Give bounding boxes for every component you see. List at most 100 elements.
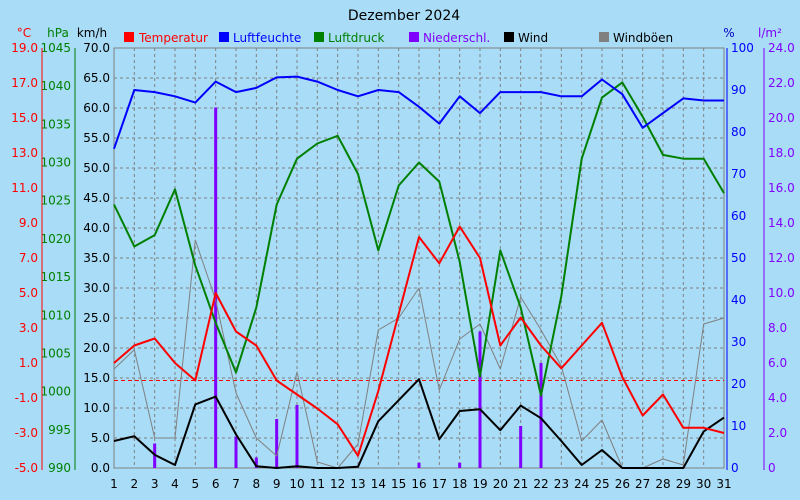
- precipitation-bar: [478, 331, 482, 468]
- humidity-tick-label: 40: [731, 293, 746, 307]
- x-tick-label: 17: [432, 477, 447, 491]
- humidity-tick-label: 0: [731, 461, 739, 475]
- wind-tick-label: 45.0: [83, 191, 110, 205]
- precipitation-unit-label: l/m²: [758, 26, 782, 40]
- axes: -5.0-3.0-1.01.03.05.07.09.011.013.015.01…: [11, 41, 794, 491]
- pressure-tick-label: 1020: [40, 232, 71, 246]
- pressure-unit-label: hPa: [47, 26, 69, 40]
- precipitation-tick-label: 6.0: [768, 356, 787, 370]
- temperature-tick-label: 7.0: [19, 251, 38, 265]
- series-lines: [113, 75, 725, 469]
- precipitation-bar: [234, 436, 238, 468]
- legend-swatch-niederschl: [409, 32, 419, 42]
- pressure-tick-label: 1015: [40, 270, 71, 284]
- humidity-tick-label: 50: [731, 251, 746, 265]
- wind-tick-label: 35.0: [83, 251, 110, 265]
- x-tick-label: 11: [310, 477, 325, 491]
- legend-label-temperatur: Temperatur: [138, 31, 208, 45]
- wind-tick-label: 55.0: [83, 131, 110, 145]
- x-tick-label: 1: [110, 477, 118, 491]
- temperature-tick-label: 1.0: [19, 356, 38, 370]
- temperature-tick-label: 17.0: [11, 76, 38, 90]
- x-tick-label: 4: [171, 477, 179, 491]
- wind-tick-label: 60.0: [83, 101, 110, 115]
- precipitation-bar: [275, 419, 279, 468]
- x-tick-label: 27: [635, 477, 650, 491]
- wind-tick-label: 25.0: [83, 311, 110, 325]
- wind-tick-label: 65.0: [83, 71, 110, 85]
- pressure-tick-label: 1035: [40, 117, 71, 131]
- wind-tick-label: 10.0: [83, 401, 110, 415]
- temperature-tick-label: -3.0: [15, 426, 38, 440]
- wind-tick-label: 15.0: [83, 371, 110, 385]
- temperature-tick-label: 9.0: [19, 216, 38, 230]
- wind-tick-label: 50.0: [83, 161, 110, 175]
- x-tick-label: 8: [253, 477, 261, 491]
- x-tick-label: 26: [615, 477, 630, 491]
- x-tick-label: 7: [232, 477, 240, 491]
- legend-label-luftdruck: Luftdruck: [328, 31, 385, 45]
- legend-label-windboeen: Windböen: [613, 31, 673, 45]
- legend-swatch-luftdruck: [314, 32, 324, 42]
- precipitation-tick-label: 4.0: [768, 391, 787, 405]
- humidity-tick-label: 100: [731, 41, 754, 55]
- pressure-tick-label: 1040: [40, 79, 71, 93]
- x-tick-label: 20: [493, 477, 508, 491]
- temperature-tick-label: 3.0: [19, 321, 38, 335]
- pressure-tick-label: 995: [48, 423, 71, 437]
- x-tick-label: 28: [655, 477, 670, 491]
- temperature-tick-label: 19.0: [11, 41, 38, 55]
- precipitation-tick-label: 18.0: [768, 146, 795, 160]
- x-tick-label: 18: [452, 477, 467, 491]
- legend-label-wind: Wind: [518, 31, 548, 45]
- legend-swatch-temperatur: [124, 32, 134, 42]
- legend-label-luftfeuchte: Luftfeuchte: [233, 31, 301, 45]
- temperature-unit-label: °C: [17, 26, 31, 40]
- x-tick-label: 22: [533, 477, 548, 491]
- x-tick-label: 24: [574, 477, 589, 491]
- wind-tick-label: 5.0: [91, 431, 110, 445]
- precipitation-bar: [214, 107, 218, 468]
- x-tick-label: 10: [289, 477, 304, 491]
- pressure-tick-label: 990: [48, 461, 71, 475]
- precipitation-bar: [539, 363, 543, 468]
- x-tick-label: 29: [676, 477, 691, 491]
- precipitation-tick-label: 10.0: [768, 286, 795, 300]
- wind-tick-label: 30.0: [83, 281, 110, 295]
- x-tick-label: 12: [330, 477, 345, 491]
- wind-tick-label: 20.0: [83, 341, 110, 355]
- humidity-unit-label: %: [723, 26, 734, 40]
- temperature-tick-label: 5.0: [19, 286, 38, 300]
- series-line-temperatur: [113, 225, 725, 457]
- pressure-tick-label: 1005: [40, 346, 71, 360]
- humidity-tick-label: 60: [731, 209, 746, 223]
- x-tick-label: 21: [513, 477, 528, 491]
- humidity-tick-label: 30: [731, 335, 746, 349]
- x-tick-label: 5: [192, 477, 200, 491]
- temperature-tick-label: 15.0: [11, 111, 38, 125]
- x-tick-label: 2: [131, 477, 139, 491]
- humidity-tick-label: 20: [731, 377, 746, 391]
- precipitation-bar: [417, 462, 421, 468]
- x-tick-label: 30: [696, 477, 711, 491]
- precipitation-tick-label: 0: [768, 461, 776, 475]
- wind-tick-label: 40.0: [83, 221, 110, 235]
- series-line-luftfeuchte: [113, 75, 724, 150]
- legend-swatch-luftfeuchte: [219, 32, 229, 42]
- legend: Temperatur Luftfeuchte Luftdruck Nieders…: [124, 31, 673, 45]
- x-tick-label: 13: [350, 477, 365, 491]
- wind-tick-label: 0.0: [91, 461, 110, 475]
- temperature-tick-label: -1.0: [15, 391, 38, 405]
- temperature-tick-label: -5.0: [15, 461, 38, 475]
- x-tick-label: 6: [212, 477, 220, 491]
- precipitation-tick-label: 20.0: [768, 111, 795, 125]
- precipitation-tick-label: 8.0: [768, 321, 787, 335]
- precipitation-bars: [153, 107, 543, 468]
- pressure-tick-label: 1010: [40, 308, 71, 322]
- temperature-tick-label: 11.0: [11, 181, 38, 195]
- precipitation-tick-label: 12.0: [768, 251, 795, 265]
- precipitation-tick-label: 2.0: [768, 426, 787, 440]
- x-tick-label: 31: [716, 477, 731, 491]
- humidity-tick-label: 80: [731, 125, 746, 139]
- x-tick-label: 14: [371, 477, 386, 491]
